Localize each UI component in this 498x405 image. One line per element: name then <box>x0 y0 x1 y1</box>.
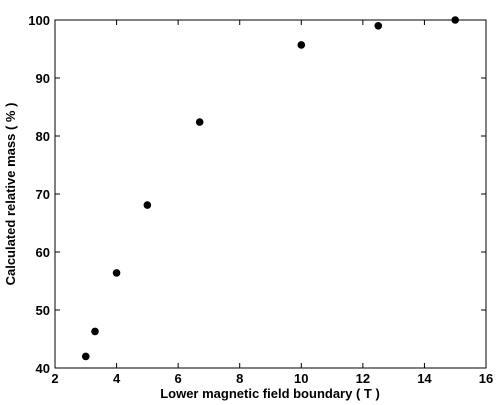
data-point <box>374 22 383 30</box>
data-point <box>81 352 90 361</box>
data-points <box>81 16 460 361</box>
data-point <box>91 327 99 336</box>
data-point <box>143 201 152 209</box>
y-tick-label: 90 <box>36 71 50 86</box>
data-point <box>195 118 204 126</box>
y-tick-label: 60 <box>36 245 50 260</box>
x-tick-label: 12 <box>356 371 370 386</box>
data-point <box>112 269 121 277</box>
y-axis-title: Calculated relative mass ( % ) <box>3 103 18 286</box>
plot-area <box>54 19 487 369</box>
x-axis-title: Lower magnetic field boundary ( T ) <box>160 386 380 401</box>
y-tick-label: 50 <box>36 303 50 318</box>
x-tick-label: 10 <box>294 371 308 386</box>
x-tick-label: 2 <box>51 371 58 386</box>
x-tick-label: 8 <box>236 371 243 386</box>
data-point <box>451 16 460 24</box>
y-tick-label: 80 <box>36 129 50 144</box>
x-tick-label: 14 <box>417 371 432 386</box>
x-tick-label: 16 <box>479 371 493 386</box>
y-tick-label: 40 <box>36 361 50 376</box>
data-point <box>297 41 306 49</box>
y-tick-label: 70 <box>36 187 50 202</box>
x-axis-ticks: 2 4 6 8 10 12 14 16 <box>51 20 493 386</box>
y-tick-label: 100 <box>28 13 50 28</box>
x-tick-label: 4 <box>113 371 121 386</box>
y-axis-ticks: 40 50 60 70 80 90 100 <box>28 13 486 376</box>
x-tick-label: 6 <box>175 371 182 386</box>
